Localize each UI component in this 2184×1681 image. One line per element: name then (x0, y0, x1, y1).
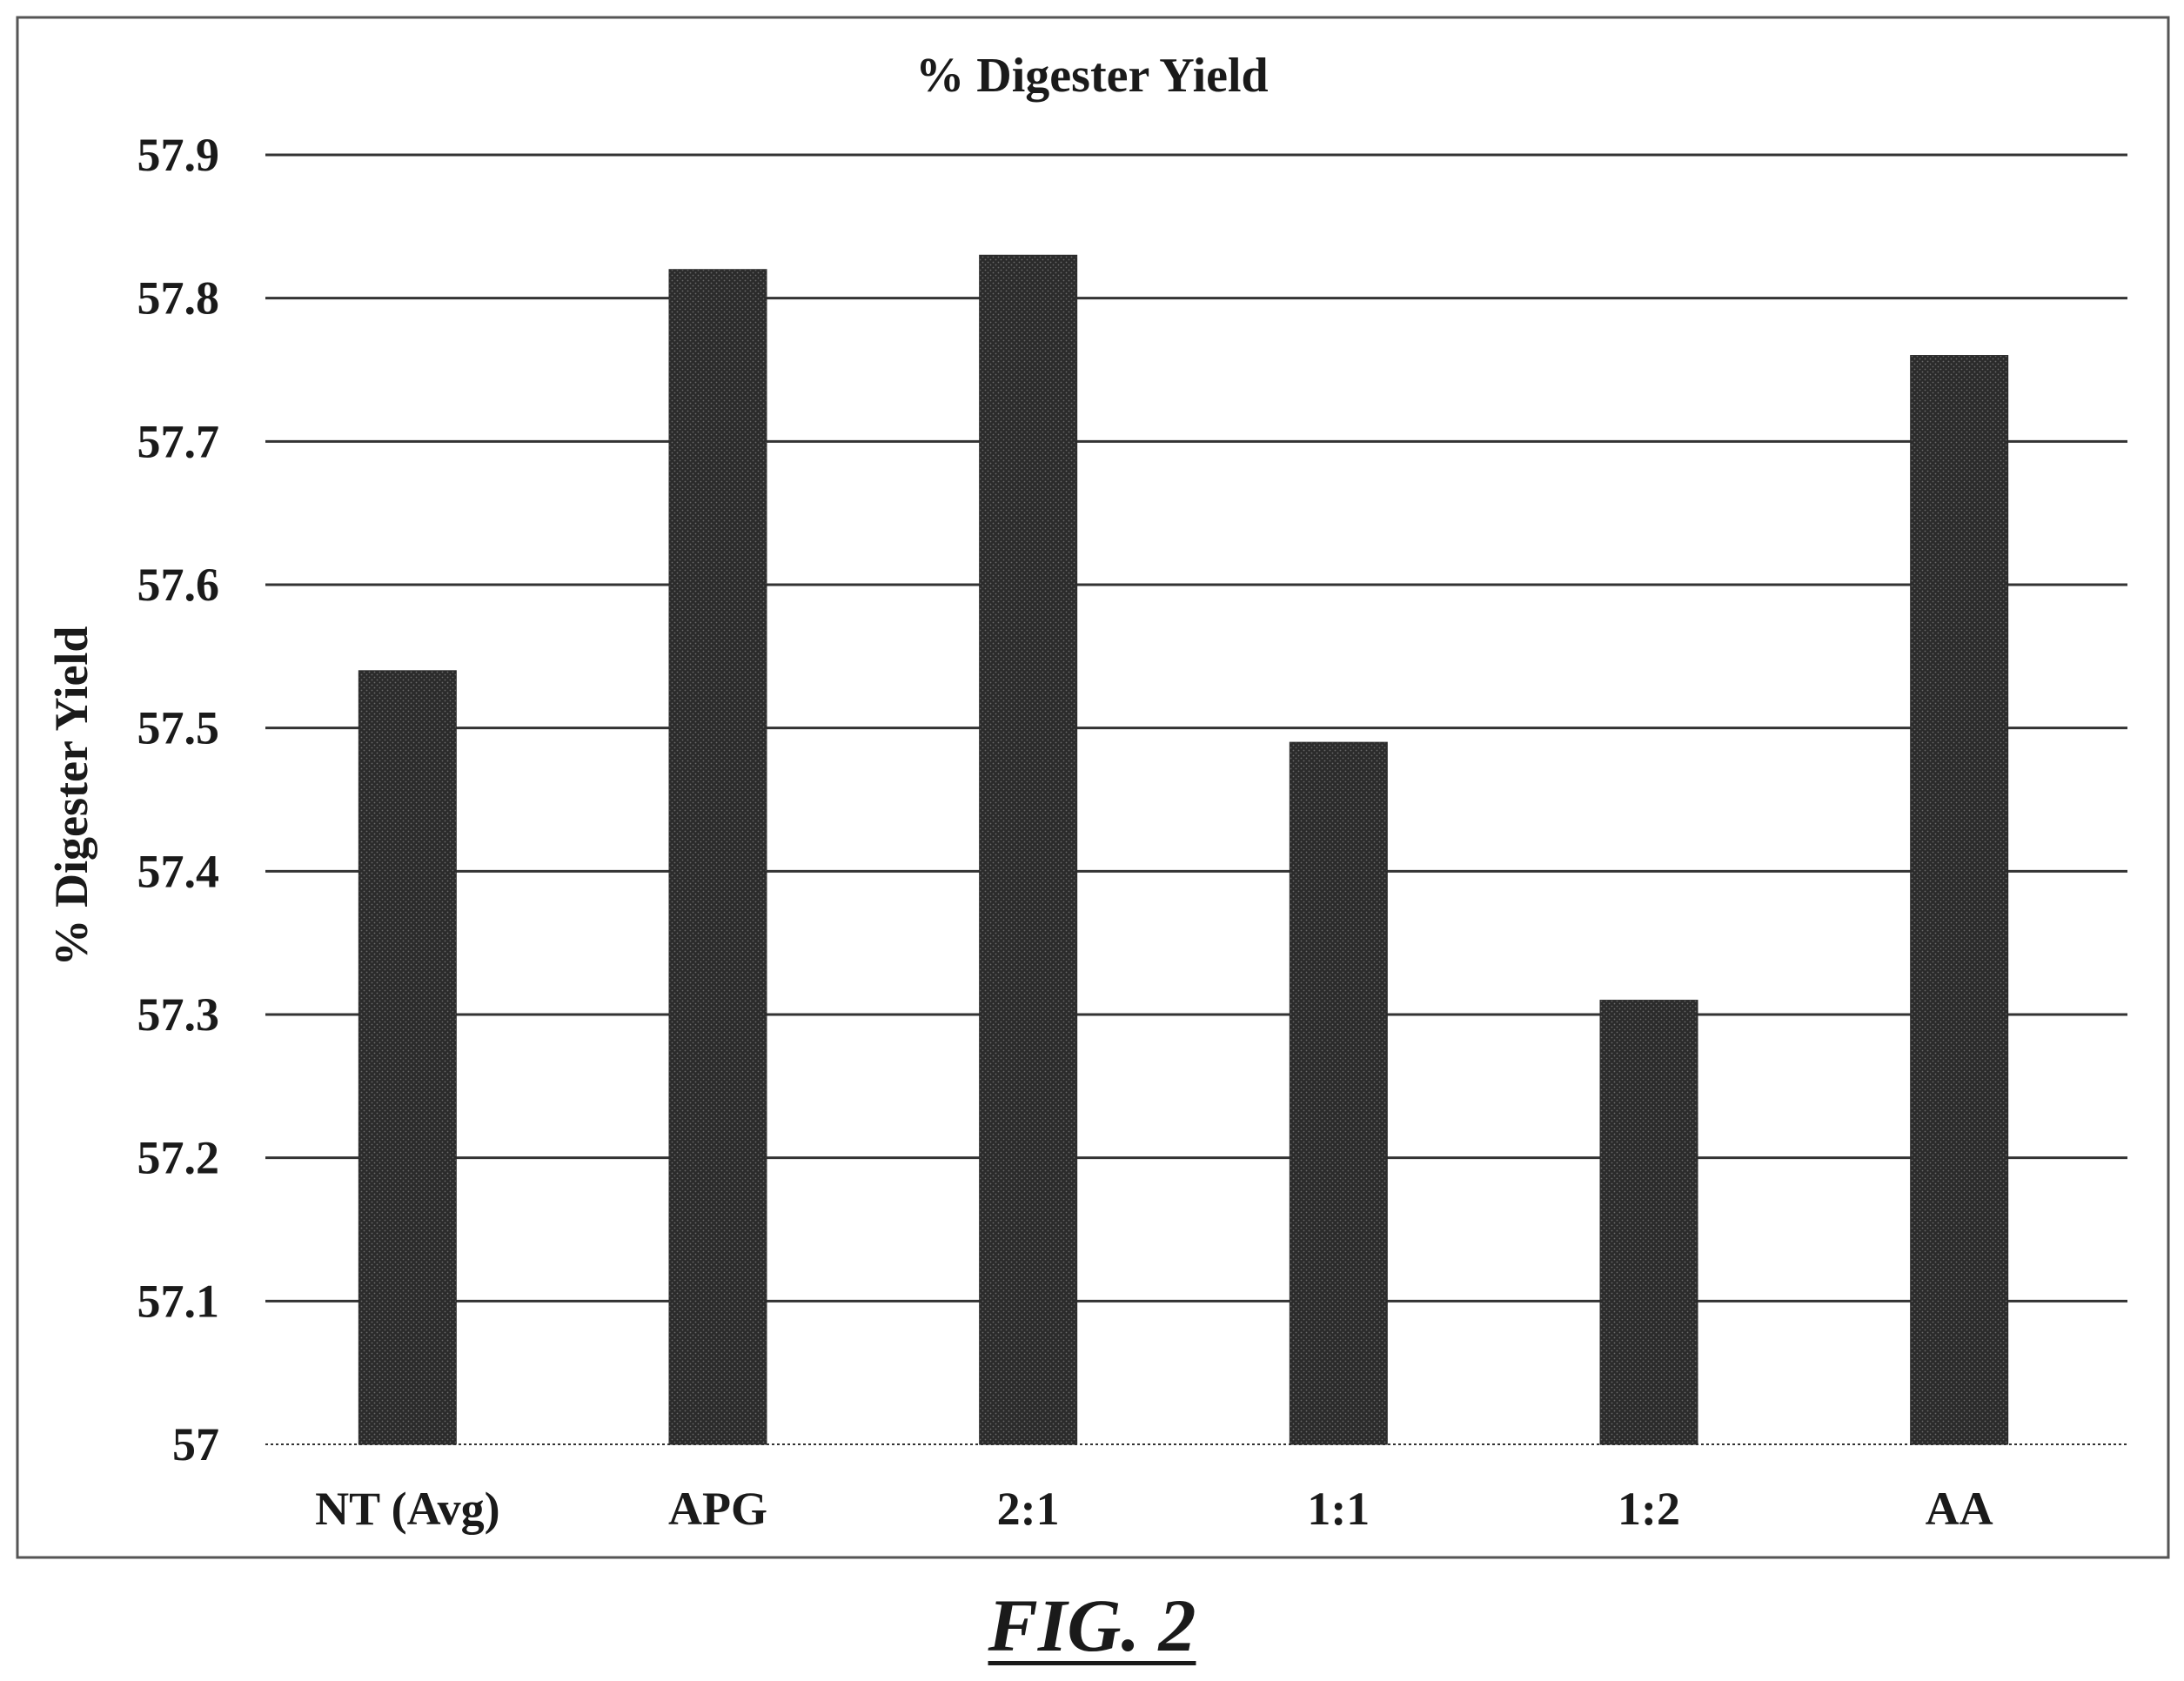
x-tick-label: 1:1 (1307, 1483, 1370, 1535)
chart-frame (16, 16, 2170, 1559)
y-tick-label: 57.9 (137, 129, 220, 181)
bar (979, 254, 1078, 1445)
y-tick-label: 57.3 (137, 988, 220, 1041)
bar (1289, 741, 1388, 1445)
bar (358, 670, 457, 1445)
y-tick-label: 57.7 (137, 415, 220, 467)
x-tick-label: 2:1 (997, 1483, 1060, 1535)
chart-title: % Digester Yield (915, 49, 1268, 103)
bar (1599, 1000, 1698, 1445)
y-axis-label: % Digester Yield (45, 626, 97, 967)
x-tick-label: AA (1926, 1483, 1993, 1535)
y-tick-label: 57.6 (137, 559, 220, 611)
y-tick-label: 57 (172, 1418, 219, 1470)
x-tick-label: NT (Avg) (315, 1483, 500, 1535)
bar (668, 269, 767, 1445)
y-tick-label: 57.8 (137, 272, 220, 325)
y-tick-label: 57.1 (137, 1275, 220, 1327)
x-axis-ticks: NT (Avg) APG 2:1 1:1 1:2 AA (315, 1483, 1993, 1535)
y-tick-label: 57.2 (137, 1132, 220, 1184)
gridlines (265, 153, 2127, 1445)
x-tick-label: 1:2 (1618, 1483, 1680, 1535)
bar (1910, 355, 2009, 1445)
y-tick-label: 57.5 (137, 702, 220, 754)
bars (358, 254, 2009, 1445)
figure-caption: FIG. 2 (988, 1584, 1196, 1667)
x-tick-label: APG (668, 1483, 767, 1535)
y-tick-label: 57.4 (137, 845, 220, 897)
y-axis-ticks: 57 57.1 57.2 57.3 57.4 57.5 57.6 57.7 57.8 57.9 (137, 129, 220, 1470)
